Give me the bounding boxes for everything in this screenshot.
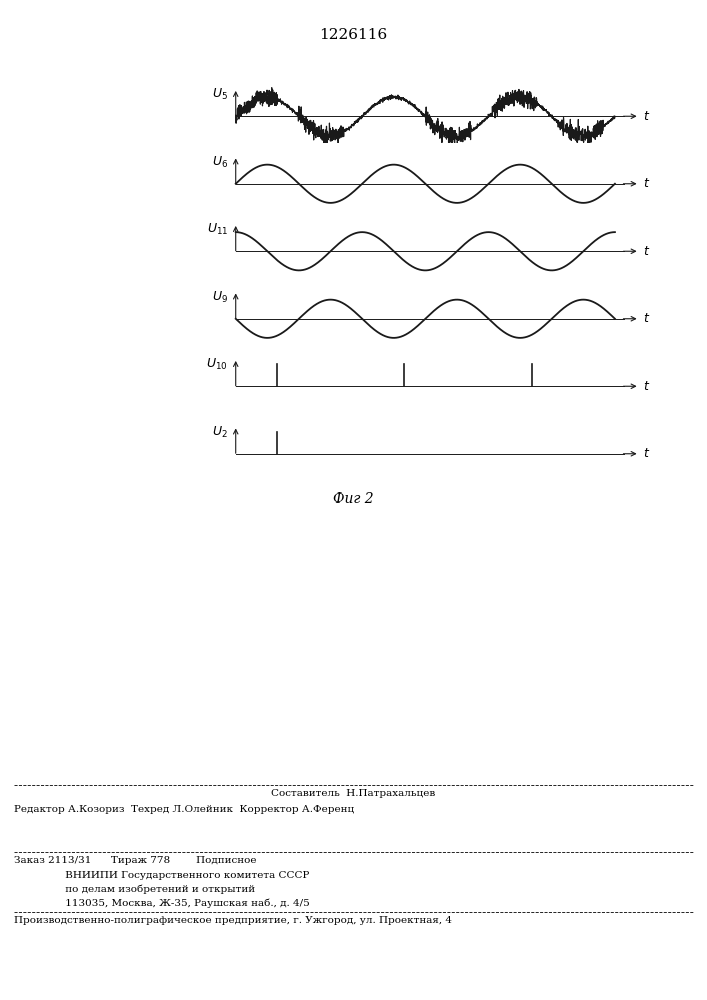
Text: 113035, Москва, Ж-35, Раушская наб., д. 4/5: 113035, Москва, Ж-35, Раушская наб., д. … — [49, 899, 310, 908]
Text: Производственно-полиграфическое предприятие, г. Ужгород, ул. Проектная, 4: Производственно-полиграфическое предприя… — [14, 916, 452, 925]
Text: $U_{6}$: $U_{6}$ — [212, 155, 228, 170]
Text: $U_{9}$: $U_{9}$ — [212, 290, 228, 305]
Text: $t$: $t$ — [643, 447, 650, 460]
Text: Составитель  Н.Патрахальцев: Составитель Н.Патрахальцев — [271, 789, 436, 798]
Text: $U_{10}$: $U_{10}$ — [206, 357, 228, 372]
Text: 1226116: 1226116 — [320, 28, 387, 42]
Text: Фиг 2: Фиг 2 — [333, 492, 374, 506]
Text: $U_{2}$: $U_{2}$ — [212, 425, 228, 440]
Text: $t$: $t$ — [643, 110, 650, 123]
Text: $t$: $t$ — [643, 312, 650, 325]
Text: по делам изобретений и открытий: по делам изобретений и открытий — [49, 885, 256, 895]
Text: $t$: $t$ — [643, 177, 650, 190]
Text: Редактор А.Козориз  Техред Л.Олейник  Корректор А.Ференц: Редактор А.Козориз Техред Л.Олейник Корр… — [14, 805, 354, 814]
Text: $t$: $t$ — [643, 245, 650, 258]
Text: $t$: $t$ — [643, 380, 650, 393]
Text: $U_{11}$: $U_{11}$ — [206, 222, 228, 237]
Text: ВНИИПИ Государственного комитета СССР: ВНИИПИ Государственного комитета СССР — [49, 871, 310, 880]
Text: Заказ 2113/31      Тираж 778        Подписное: Заказ 2113/31 Тираж 778 Подписное — [14, 856, 257, 865]
Text: $U_{5}$: $U_{5}$ — [212, 87, 228, 102]
